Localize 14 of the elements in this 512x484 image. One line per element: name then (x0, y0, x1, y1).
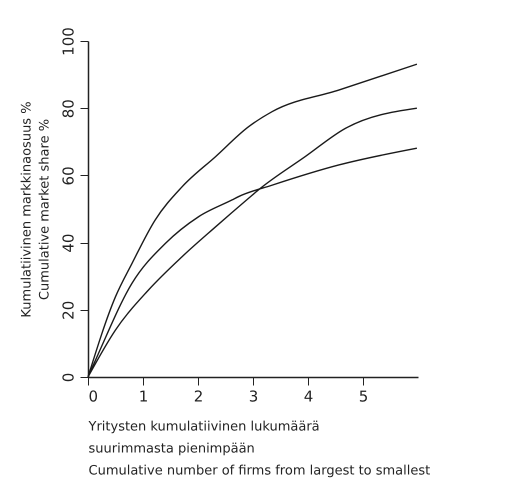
y-tick-label: 80 (60, 99, 78, 118)
x-tick-label: 2 (194, 388, 204, 406)
x-tick-label: 3 (248, 388, 258, 406)
y-tick-label: 0 (60, 372, 78, 382)
y-tick-label: 60 (60, 166, 78, 186)
x-tick-label: 4 (304, 388, 314, 406)
x-tick-label: 0 (88, 388, 98, 406)
x-tick-label: 1 (138, 388, 148, 406)
y-tick-label: 20 (60, 300, 78, 320)
y-tick-label: 40 (60, 234, 78, 253)
x-axis-title: Yritysten kumulatiivinen lukumäärä suurimmasta pienimpään Cumulative number of firms from largest to smallest (88, 420, 430, 478)
x-tick-label: 5 (358, 388, 368, 406)
y-tick-label: 100 (60, 27, 78, 56)
y-axis-title: Kumulatiivinen markkinaosuus % Cumulative market share % (20, 101, 52, 318)
